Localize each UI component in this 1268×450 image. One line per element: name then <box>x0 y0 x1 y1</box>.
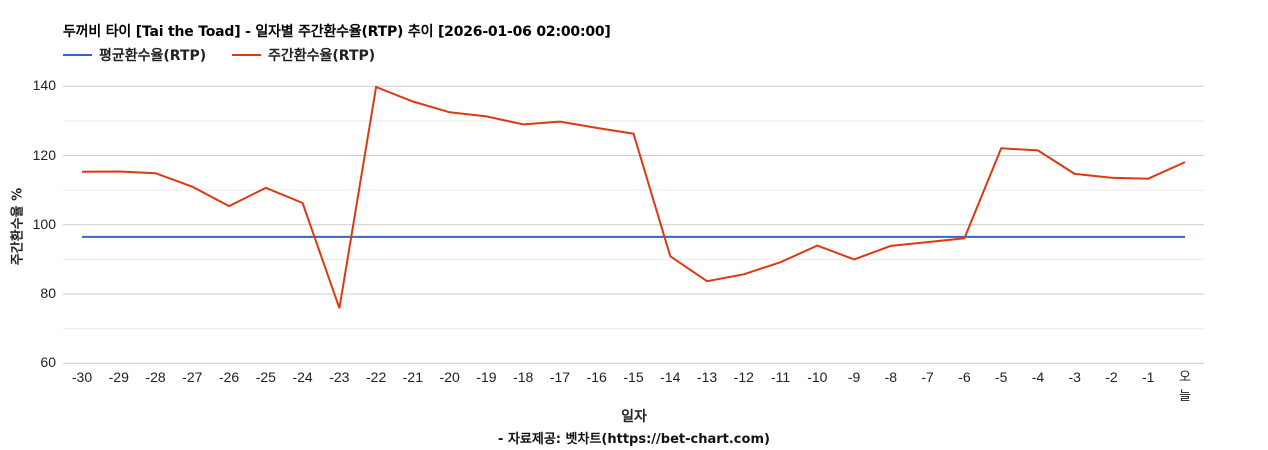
y-tick-label: 80 <box>40 285 56 302</box>
x-tick-label: -17 <box>549 369 571 385</box>
x-tick-label: -14 <box>660 369 681 385</box>
x-tick-label: -25 <box>255 369 276 385</box>
x-tick-label: -12 <box>733 369 754 385</box>
x-tick-label: -19 <box>476 369 497 385</box>
x-tick-label: -22 <box>366 369 387 385</box>
chart-title: 두꺼비 타이 [Tai the Toad] - 일자별 주간환수율(RTP) 추… <box>63 24 611 40</box>
series-lines <box>81 85 1186 309</box>
y-tick-label: 100 <box>32 215 56 232</box>
x-axis-title-text: 일자 <box>621 409 647 425</box>
x-tick-label: -4 <box>1031 369 1045 385</box>
x-tick-label: -29 <box>108 369 129 385</box>
x-tick-label: -9 <box>847 369 861 385</box>
legend-label: 평균환수율(RTP) <box>99 48 207 64</box>
x-tick-label: -23 <box>329 369 350 385</box>
source-credit: - 자료제공: 벳차트(https://bet-chart.com) <box>498 432 770 447</box>
legend-item-average-rtp[interactable]: 평균환수율(RTP) <box>63 45 206 65</box>
x-tick-label: -21 <box>402 369 423 385</box>
y-tick-label: 140 <box>32 77 56 94</box>
x-tick-label: -18 <box>513 369 534 385</box>
x-axis-title: 일자 <box>0 406 1268 426</box>
x-tick-label: -7 <box>921 369 934 385</box>
x-tick-label: -11 <box>770 369 791 385</box>
x-tick-label: -8 <box>884 369 898 385</box>
legend-line-red-icon <box>232 54 261 56</box>
x-tick-label: -2 <box>1105 369 1118 385</box>
y-tick-label: 60 <box>40 354 56 371</box>
x-tick-label: 오늘 <box>1179 370 1191 404</box>
y-tick-label: 120 <box>32 146 56 163</box>
x-tick-label: -15 <box>623 369 644 385</box>
x-tick-label: -5 <box>994 369 1008 385</box>
x-tick-label: -10 <box>807 369 828 385</box>
x-tick-label: -27 <box>182 369 203 385</box>
x-tick-label: -1 <box>1141 369 1155 385</box>
series-line-weekly-rtp[interactable] <box>81 85 1186 309</box>
legend-line-blue-icon <box>63 54 92 56</box>
x-tick-label: -3 <box>1068 369 1081 385</box>
x-tick-label: -24 <box>292 369 313 385</box>
x-tick-label: -13 <box>696 369 718 385</box>
legend-label: 주간환수율(RTP) <box>268 48 376 64</box>
x-tick-label: -28 <box>145 369 166 385</box>
x-tick-label: -26 <box>218 369 240 385</box>
x-tick-label: -16 <box>586 369 607 385</box>
x-tick-label: -20 <box>439 369 460 385</box>
gridlines <box>63 85 1204 364</box>
x-tick-label: -30 <box>71 369 93 385</box>
x-tick-label: -6 <box>958 369 971 385</box>
legend-item-weekly-rtp[interactable]: 주간환수율(RTP) <box>232 45 375 65</box>
